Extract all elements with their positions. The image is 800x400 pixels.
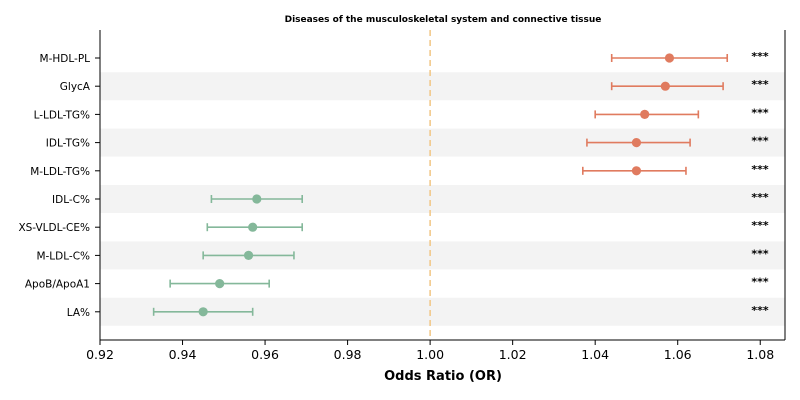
point-estimate	[664, 53, 675, 63]
y-tick-label: ApoB/ApoA1	[25, 279, 90, 291]
y-tick-label: LA%	[67, 307, 90, 319]
row-xs-vldl-ce-: XS-VLDL-CE% ***	[18, 219, 768, 234]
significance-label: ***	[751, 304, 769, 317]
y-tick-label: IDL-TG%	[46, 138, 90, 150]
x-tick-label: 0.98	[334, 347, 362, 362]
significance-label: ***	[751, 247, 769, 260]
point-estimate	[198, 307, 208, 317]
row-bands	[100, 72, 785, 326]
chart-title: Diseases of the musculoskeletal system a…	[285, 15, 602, 25]
x-axis-label: Odds Ratio (OR)	[384, 369, 502, 384]
y-tick-label: M-LDL-TG%	[30, 166, 90, 178]
significance-label: ***	[751, 135, 769, 148]
row-glyca: GlycA ***	[60, 78, 769, 93]
point-estimate	[631, 166, 642, 176]
point-estimate	[215, 279, 225, 289]
y-tick-label: XS-VLDL-CE%	[18, 222, 90, 234]
x-tick-label: 1.08	[746, 347, 774, 362]
significance-label: ***	[751, 50, 769, 63]
row-idl-tg-: IDL-TG% ***	[46, 135, 769, 150]
point-estimate	[640, 109, 650, 119]
axes: 0.92 0.94 0.96 0.98 1.00 1.02 1.04 1.06 1.08	[86, 30, 786, 362]
significance-label: ***	[751, 191, 769, 204]
x-tick-label: 0.96	[251, 347, 279, 362]
point-estimate	[631, 138, 642, 148]
x-tick-label: 0.92	[86, 347, 114, 362]
point-estimate	[243, 250, 254, 260]
data-marks: M-HDL-PL *** GlycA *** L-LDL-TG% *** IDL-TG% **…	[18, 50, 768, 319]
y-tick-label: GlycA	[60, 81, 91, 93]
x-tick-label: 1.00	[416, 347, 444, 362]
significance-label: ***	[751, 163, 769, 176]
significance-label: ***	[751, 78, 769, 91]
significance-label: ***	[751, 276, 769, 289]
x-tick-label: 0.94	[169, 347, 197, 362]
y-tick-label: L-LDL-TG%	[34, 109, 90, 121]
significance-label: ***	[751, 219, 769, 232]
row-l-ldl-tg-: L-LDL-TG% ***	[34, 106, 769, 121]
row-la-: LA% ***	[67, 304, 769, 319]
point-estimate	[248, 222, 258, 232]
x-tick-label: 1.06	[664, 347, 692, 362]
row-m-ldl-tg-: M-LDL-TG% ***	[30, 163, 769, 178]
x-tick-label: 1.02	[499, 347, 527, 362]
row-m-hdl-pl: M-HDL-PL ***	[40, 50, 769, 65]
x-tick-label: 1.04	[581, 347, 609, 362]
point-estimate	[252, 194, 262, 204]
significance-label: ***	[751, 106, 769, 119]
point-estimate	[660, 81, 670, 91]
row-idl-c-: IDL-C% ***	[52, 191, 769, 206]
y-tick-label: M-LDL-C%	[36, 250, 90, 262]
row-apob-apoa1: ApoB/ApoA1 ***	[25, 276, 769, 291]
y-tick-label: M-HDL-PL	[40, 53, 91, 65]
y-tick-label: IDL-C%	[52, 194, 90, 206]
row-band	[100, 185, 785, 213]
row-m-ldl-c-: M-LDL-C% ***	[36, 247, 768, 262]
